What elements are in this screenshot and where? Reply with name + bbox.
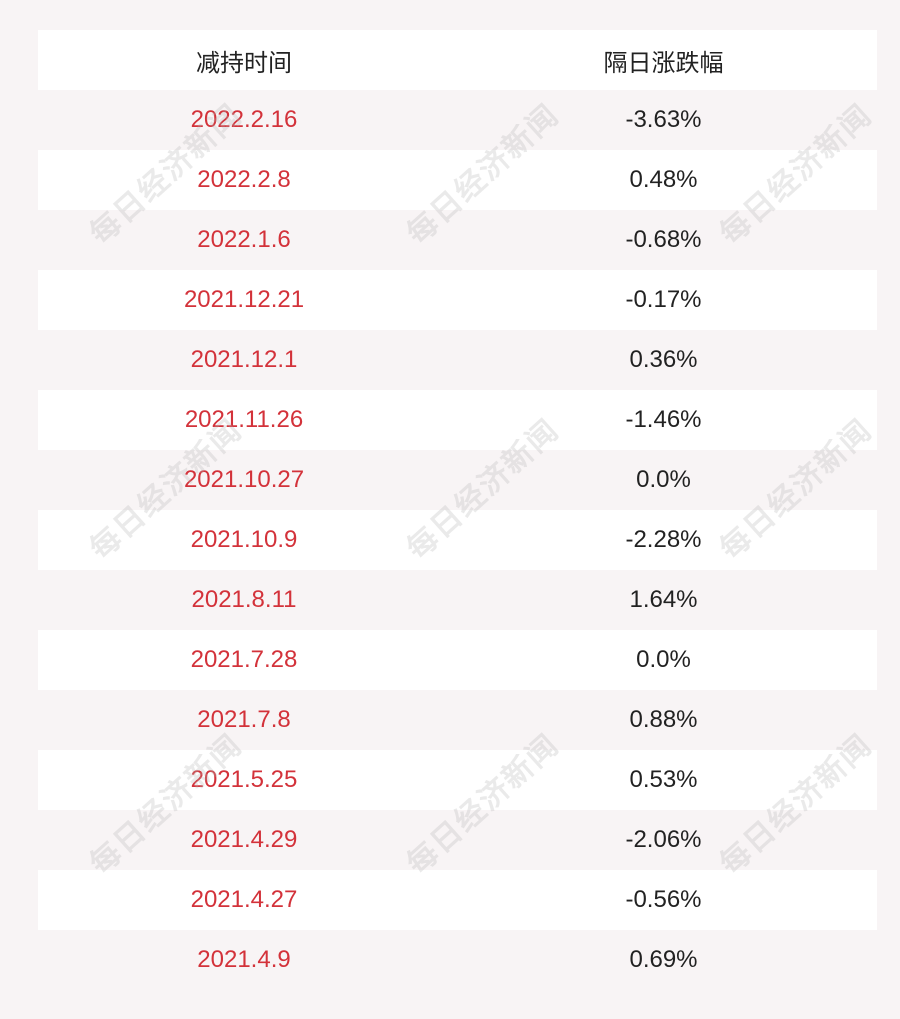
table-row: 2022.2.16 -3.63% <box>38 90 877 150</box>
table-row: 2021.11.26 -1.46% <box>38 390 877 450</box>
table-row: 2021.4.9 0.69% <box>38 930 877 990</box>
table-row: 2021.5.25 0.53% <box>38 750 877 810</box>
next-day-change: 0.36% <box>629 346 698 373</box>
reduction-date: 2022.2.8 <box>197 166 291 193</box>
next-day-change: 0.88% <box>629 706 698 733</box>
next-day-change: 0.0% <box>636 646 691 673</box>
table-row: 2021.7.28 0.0% <box>38 630 877 690</box>
table-row: 2021.12.21 -0.17% <box>38 270 877 330</box>
reduction-date: 2021.5.25 <box>190 766 298 793</box>
data-table: 减持时间 隔日涨跌幅 2022.2.16 -3.63% 2022.2.8 0.4… <box>38 30 877 990</box>
next-day-change: -2.28% <box>625 526 702 553</box>
table-header: 减持时间 隔日涨跌幅 <box>38 30 877 90</box>
header-reduction-date: 减持时间 <box>196 49 292 77</box>
next-day-change: -0.17% <box>625 286 702 313</box>
reduction-date: 2021.12.1 <box>190 346 298 373</box>
table-row: 2022.2.8 0.48% <box>38 150 877 210</box>
reduction-date: 2022.2.16 <box>190 106 298 133</box>
next-day-change: 0.69% <box>629 946 698 973</box>
next-day-change: -0.56% <box>625 886 702 913</box>
table-row: 2021.4.29 -2.06% <box>38 810 877 870</box>
reduction-date: 2022.1.6 <box>197 226 291 253</box>
reduction-date: 2021.8.11 <box>191 586 297 613</box>
reduction-date: 2021.4.9 <box>197 946 291 973</box>
reduction-date: 2021.11.26 <box>184 406 304 433</box>
next-day-change: 1.64% <box>629 586 698 613</box>
next-day-change: -1.46% <box>625 406 702 433</box>
reduction-date: 2021.10.9 <box>190 526 298 553</box>
table-row: 2021.4.27 -0.56% <box>38 870 877 930</box>
reduction-date: 2021.7.8 <box>197 706 291 733</box>
next-day-change: 0.53% <box>629 766 698 793</box>
table-row: 2022.1.6 -0.68% <box>38 210 877 270</box>
table-row: 2021.8.11 1.64% <box>38 570 877 630</box>
table-row: 2021.12.1 0.36% <box>38 330 877 390</box>
next-day-change: -2.06% <box>625 826 702 853</box>
reduction-date: 2021.10.27 <box>183 466 305 493</box>
reduction-date: 2021.7.28 <box>190 646 298 673</box>
next-day-change: 0.0% <box>636 466 691 493</box>
table-row: 2021.7.8 0.88% <box>38 690 877 750</box>
reduction-date: 2021.12.21 <box>183 286 305 313</box>
next-day-change: 0.48% <box>629 166 698 193</box>
header-next-day-change: 隔日涨跌幅 <box>603 49 724 77</box>
next-day-change: -3.63% <box>625 106 702 133</box>
table-row: 2021.10.9 -2.28% <box>38 510 877 570</box>
reduction-date: 2021.4.29 <box>190 826 298 853</box>
reduction-date: 2021.4.27 <box>190 886 298 913</box>
next-day-change: -0.68% <box>625 226 702 253</box>
table-row: 2021.10.27 0.0% <box>38 450 877 510</box>
